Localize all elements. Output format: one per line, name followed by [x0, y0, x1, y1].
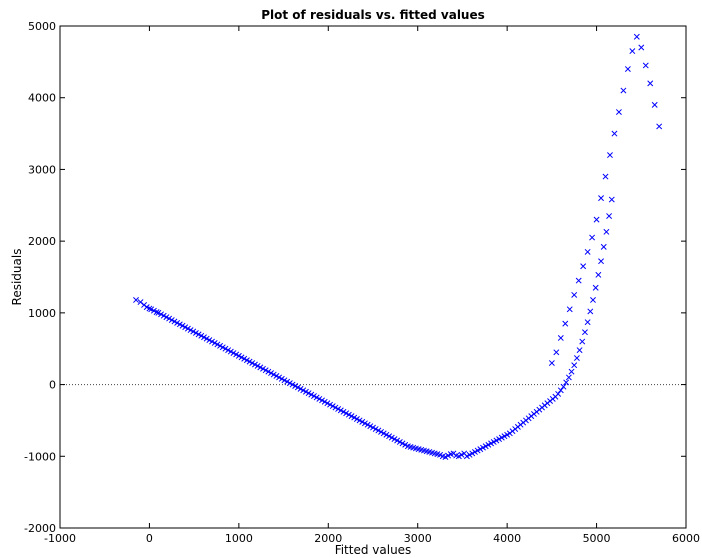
x-axis-title: Fitted values — [335, 543, 412, 557]
data-point — [611, 130, 618, 137]
y-tick-label: 2000 — [28, 235, 56, 248]
scatter-points — [133, 33, 663, 460]
data-point — [133, 296, 139, 303]
data-point — [568, 368, 575, 375]
y-tick-label: 0 — [49, 379, 56, 392]
data-point — [592, 284, 599, 291]
data-point — [647, 80, 654, 87]
y-axis-title: Residuals — [10, 249, 24, 306]
data-point — [571, 362, 578, 369]
x-axis-ticks: -1000 0 1000 2000 3000 4000 5000 6000 — [44, 26, 700, 545]
data-point — [581, 329, 588, 336]
plot-area — [59, 25, 687, 529]
data-point — [642, 62, 649, 69]
data-point — [607, 152, 613, 159]
data-point — [589, 234, 596, 241]
data-point — [580, 263, 587, 270]
data-point — [571, 291, 578, 298]
data-point — [566, 306, 573, 313]
data-point — [608, 196, 615, 203]
data-point — [557, 335, 564, 341]
x-tick-label: 5000 — [583, 532, 611, 545]
data-point — [587, 308, 594, 315]
data-point — [553, 349, 560, 356]
data-point — [651, 101, 658, 108]
data-point — [153, 309, 160, 316]
x-tick-label: 3000 — [404, 532, 432, 545]
y-tick-label: -2000 — [24, 522, 56, 535]
x-tick-label: 6000 — [672, 532, 700, 545]
data-point — [600, 243, 607, 250]
data-point — [615, 109, 622, 116]
data-point — [555, 390, 562, 397]
data-point — [598, 258, 604, 265]
data-point — [575, 277, 582, 284]
data-point — [146, 305, 153, 312]
y-tick-label: 4000 — [28, 92, 56, 105]
data-point — [557, 387, 564, 394]
data-point — [565, 374, 572, 381]
data-point — [606, 213, 613, 219]
data-point — [598, 195, 604, 202]
data-point — [620, 87, 627, 94]
data-point — [562, 320, 569, 327]
y-axis-ticks: -2000 -1000 0 1000 2000 3000 4000 5000 — [24, 20, 686, 535]
data-point — [573, 355, 580, 361]
data-point — [603, 228, 610, 235]
x-tick-label: 0 — [146, 532, 153, 545]
data-point — [595, 271, 602, 278]
x-tick-label: 2000 — [314, 532, 342, 545]
data-point — [590, 296, 596, 303]
data-point — [563, 379, 570, 386]
data-point — [656, 123, 663, 130]
y-tick-label: -1000 — [24, 450, 56, 463]
data-point — [576, 347, 583, 354]
data-point — [584, 319, 591, 326]
data-point — [593, 216, 600, 223]
x-tick-label: 4000 — [493, 532, 521, 545]
data-point — [579, 338, 586, 345]
y-tick-label: 3000 — [28, 163, 56, 176]
data-point — [629, 48, 636, 55]
chart-title: Plot of residuals vs. fitted values — [261, 8, 485, 22]
y-tick-label: 1000 — [28, 307, 56, 320]
data-point — [602, 173, 609, 180]
data-point — [548, 360, 555, 367]
data-point — [584, 248, 591, 255]
data-point — [560, 383, 567, 390]
data-point — [633, 33, 640, 40]
data-point — [137, 299, 144, 306]
x-tick-label: -1000 — [44, 532, 76, 545]
data-point — [638, 44, 645, 51]
y-tick-label: 5000 — [28, 20, 56, 33]
data-point — [624, 66, 631, 72]
x-tick-label: 1000 — [225, 532, 253, 545]
